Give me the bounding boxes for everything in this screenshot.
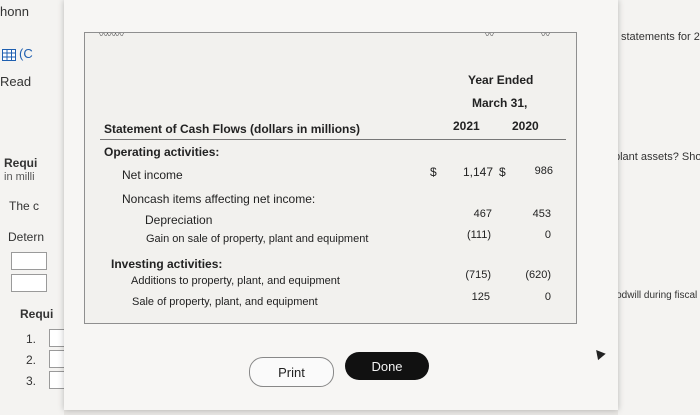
- dollar-sign: $: [430, 165, 437, 179]
- bg-requirement-checkbox[interactable]: [49, 329, 65, 347]
- bg-fragment-the: The c: [9, 199, 40, 213]
- bg-item-number: 2.: [26, 353, 37, 367]
- bg-requirement-checkbox[interactable]: [49, 350, 65, 368]
- section-heading-investing: Investing activities:: [111, 257, 223, 271]
- bg-item-number: 1.: [26, 332, 37, 346]
- bg-fragment-link[interactable]: (C: [19, 46, 33, 61]
- value-2020-additions-ppe: (620): [525, 269, 551, 281]
- cash-flow-table-panel: [84, 32, 577, 324]
- row-label-additions-ppe: Additions to property, plant, and equipm…: [131, 275, 340, 287]
- bg-fragment-read: Read: [0, 74, 32, 89]
- dollar-sign: $: [499, 165, 506, 179]
- value-2021-additions-ppe: (715): [465, 269, 491, 281]
- bg-answer-box[interactable]: [11, 252, 47, 270]
- value-2020-net-income: 986: [534, 165, 553, 177]
- statement-title: Statement of Cash Flows (dollars in mill…: [104, 122, 361, 136]
- bg-requirement-checkbox[interactable]: [49, 371, 65, 389]
- value-2021-gain-on-sale: (111): [466, 229, 491, 241]
- bg-fragment-author: honn: [0, 4, 29, 19]
- bg-fragment-requirements-2: Requi: [20, 307, 54, 321]
- header-divider: [100, 139, 566, 140]
- value-2021-net-income: 1,147: [462, 165, 493, 179]
- bg-fragment-in-millions: in milli: [4, 171, 35, 183]
- bg-fragment-goodwill: goodwill during fiscal: [605, 290, 698, 301]
- value-2020-gain-on-sale: 0: [544, 229, 551, 241]
- bg-fragment-statements: statements for 20: [621, 31, 700, 43]
- scroll-indicator-icon: 〰: [485, 30, 494, 40]
- bg-fragment-determine: Detern: [8, 230, 45, 244]
- bg-answer-box[interactable]: [11, 274, 47, 292]
- column-header-2020: 2020: [512, 119, 539, 133]
- background-right-pane: [618, 0, 700, 415]
- row-label-noncash-items: Noncash items affecting net income:: [122, 192, 316, 206]
- value-2021-depreciation: 467: [473, 208, 492, 220]
- bg-item-number: 3.: [26, 374, 37, 388]
- value-2020-depreciation: 453: [532, 208, 551, 220]
- row-label-gain-on-sale: Gain on sale of property, plant and equi…: [146, 233, 369, 245]
- column-group-label: Year Ended: [468, 73, 534, 87]
- row-label-sale-ppe: Sale of property, plant, and equipment: [132, 296, 318, 308]
- data-table-modal: 〰〰〰 〰 〰 Year Ended March 31, 2021 2020 S…: [64, 0, 618, 410]
- bg-fragment-plant-assets: plant assets? Sho: [614, 151, 700, 163]
- mouse-cursor-icon: [592, 346, 606, 361]
- row-label-net-income: Net income: [122, 168, 183, 182]
- scroll-indicator-icon: 〰: [541, 30, 550, 40]
- print-button[interactable]: Print: [249, 357, 334, 387]
- section-heading-operating: Operating activities:: [104, 145, 220, 159]
- column-header-2021: 2021: [453, 119, 480, 133]
- row-label-depreciation: Depreciation: [145, 213, 213, 227]
- done-button[interactable]: Done: [345, 352, 429, 380]
- value-2020-sale-ppe: 0: [544, 291, 551, 303]
- column-group-sublabel: March 31,: [472, 96, 528, 110]
- value-2021-sale-ppe: 125: [471, 291, 490, 303]
- bg-fragment-requirements: Requi: [4, 156, 38, 170]
- scroll-indicator-icon: 〰〰〰: [99, 30, 124, 40]
- table-grid-icon[interactable]: [2, 49, 16, 61]
